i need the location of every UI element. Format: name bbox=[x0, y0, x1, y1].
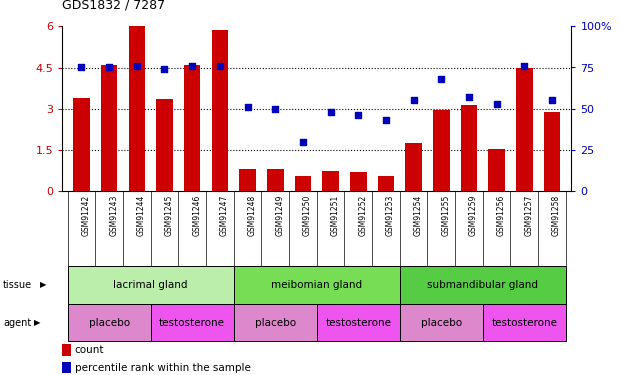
Point bbox=[187, 63, 197, 69]
Point bbox=[353, 112, 363, 118]
Point bbox=[325, 109, 335, 115]
Bar bbox=[233, 304, 317, 341]
Bar bbox=[294, 176, 311, 191]
Bar bbox=[129, 26, 145, 191]
Point bbox=[437, 76, 446, 82]
Text: GSM91251: GSM91251 bbox=[330, 195, 340, 236]
Bar bbox=[267, 169, 284, 191]
Point bbox=[547, 98, 557, 104]
Text: placebo: placebo bbox=[89, 318, 130, 327]
Bar bbox=[483, 304, 566, 341]
Text: meibomian gland: meibomian gland bbox=[271, 280, 362, 290]
Bar bbox=[151, 304, 233, 341]
Point bbox=[270, 106, 280, 112]
Point bbox=[381, 117, 391, 123]
Bar bbox=[184, 65, 201, 191]
Text: GSM91258: GSM91258 bbox=[552, 195, 561, 236]
Text: GSM91249: GSM91249 bbox=[275, 195, 284, 236]
Bar bbox=[433, 110, 450, 191]
Bar bbox=[400, 304, 483, 341]
Text: GSM91246: GSM91246 bbox=[192, 195, 201, 236]
Bar bbox=[73, 98, 90, 191]
Bar bbox=[543, 111, 560, 191]
Bar bbox=[488, 148, 505, 191]
Text: ▶: ▶ bbox=[40, 280, 47, 290]
Point bbox=[160, 66, 170, 72]
Text: GSM91247: GSM91247 bbox=[220, 195, 229, 236]
Point bbox=[492, 101, 502, 107]
Bar bbox=[156, 99, 173, 191]
Bar bbox=[317, 304, 400, 341]
Text: GSM91259: GSM91259 bbox=[469, 195, 478, 236]
Bar bbox=[62, 344, 71, 356]
Text: GSM91256: GSM91256 bbox=[497, 195, 505, 236]
Text: testosterone: testosterone bbox=[159, 318, 225, 327]
Bar bbox=[62, 362, 71, 374]
Text: submandibular gland: submandibular gland bbox=[427, 280, 538, 290]
Bar bbox=[239, 169, 256, 191]
Text: placebo: placebo bbox=[420, 318, 462, 327]
Text: GSM91254: GSM91254 bbox=[414, 195, 422, 236]
Point bbox=[132, 63, 142, 69]
Bar bbox=[400, 266, 566, 304]
Text: testosterone: testosterone bbox=[491, 318, 557, 327]
Point bbox=[104, 64, 114, 70]
Point bbox=[519, 63, 529, 69]
Bar bbox=[516, 68, 533, 191]
Text: GDS1832 / 7287: GDS1832 / 7287 bbox=[62, 0, 165, 11]
Bar bbox=[212, 30, 228, 191]
Text: tissue: tissue bbox=[3, 280, 32, 290]
Bar bbox=[350, 172, 366, 191]
Text: GSM91244: GSM91244 bbox=[137, 195, 146, 236]
Bar bbox=[378, 176, 394, 191]
Text: GSM91255: GSM91255 bbox=[442, 195, 450, 236]
Text: lacrimal gland: lacrimal gland bbox=[114, 280, 188, 290]
Point bbox=[76, 64, 86, 70]
Text: count: count bbox=[75, 345, 104, 355]
Bar bbox=[322, 171, 339, 191]
Bar bbox=[101, 65, 117, 191]
Point bbox=[464, 94, 474, 100]
Text: GSM91257: GSM91257 bbox=[524, 195, 533, 236]
Text: agent: agent bbox=[3, 318, 31, 327]
Bar bbox=[68, 304, 151, 341]
Point bbox=[215, 63, 225, 69]
Text: GSM91248: GSM91248 bbox=[248, 195, 256, 236]
Text: GSM91245: GSM91245 bbox=[165, 195, 173, 236]
Text: testosterone: testosterone bbox=[325, 318, 391, 327]
Text: GSM91252: GSM91252 bbox=[358, 195, 367, 236]
Point bbox=[409, 98, 419, 104]
Bar bbox=[406, 143, 422, 191]
Bar bbox=[68, 266, 233, 304]
Text: percentile rank within the sample: percentile rank within the sample bbox=[75, 363, 251, 373]
Point bbox=[298, 139, 308, 145]
Text: GSM91242: GSM91242 bbox=[81, 195, 91, 236]
Point bbox=[243, 104, 253, 110]
Bar bbox=[461, 105, 477, 191]
Text: placebo: placebo bbox=[255, 318, 296, 327]
Text: GSM91250: GSM91250 bbox=[303, 195, 312, 236]
Text: GSM91253: GSM91253 bbox=[386, 195, 395, 236]
Bar bbox=[233, 266, 400, 304]
Text: GSM91243: GSM91243 bbox=[109, 195, 118, 236]
Text: ▶: ▶ bbox=[34, 318, 40, 327]
